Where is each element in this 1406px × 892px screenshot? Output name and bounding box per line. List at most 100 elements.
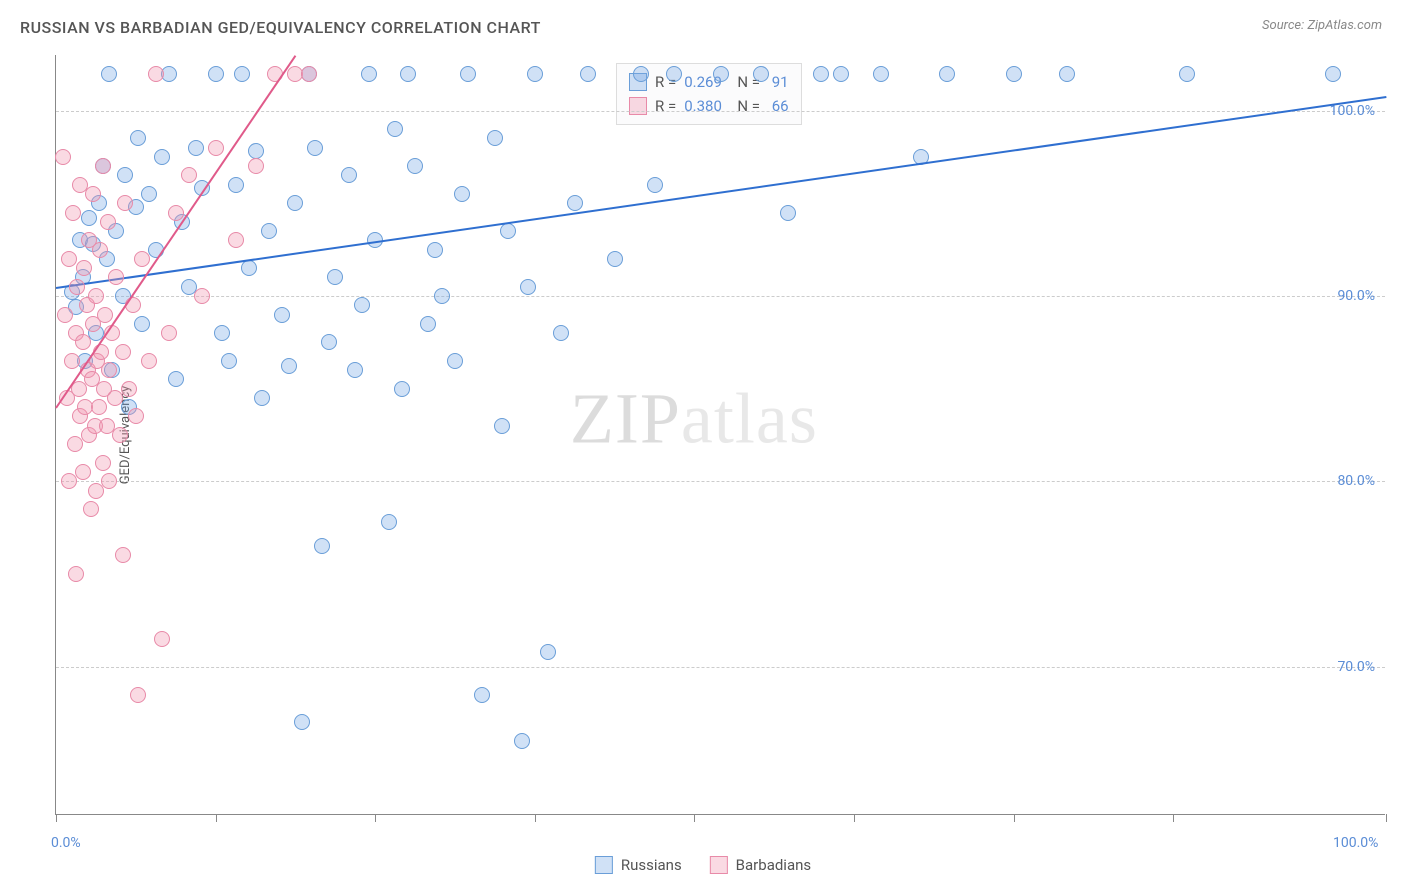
data-point bbox=[633, 66, 649, 82]
data-point bbox=[65, 205, 81, 221]
data-point bbox=[939, 66, 955, 82]
data-point bbox=[228, 232, 244, 248]
watermark-zip: ZIP bbox=[570, 379, 681, 459]
data-point bbox=[387, 121, 403, 137]
data-point bbox=[540, 644, 556, 660]
data-point bbox=[248, 158, 264, 174]
data-point bbox=[287, 195, 303, 211]
x-tick bbox=[1173, 814, 1174, 822]
data-point bbox=[234, 66, 250, 82]
data-point bbox=[420, 316, 436, 332]
source-attribution: Source: ZipAtlas.com bbox=[1262, 18, 1382, 33]
data-point bbox=[281, 358, 297, 374]
data-point bbox=[141, 353, 157, 369]
data-point bbox=[55, 149, 71, 165]
data-point bbox=[567, 195, 583, 211]
data-point bbox=[454, 186, 470, 202]
data-point bbox=[394, 381, 410, 397]
data-point bbox=[261, 223, 277, 239]
data-point bbox=[214, 325, 230, 341]
data-point bbox=[647, 177, 663, 193]
data-point bbox=[161, 325, 177, 341]
data-point bbox=[400, 66, 416, 82]
data-point bbox=[97, 307, 113, 323]
x-tick-label-right: 100.0% bbox=[1333, 835, 1378, 851]
data-point bbox=[241, 260, 257, 276]
data-point bbox=[57, 307, 73, 323]
data-point bbox=[460, 66, 476, 82]
x-tick bbox=[375, 814, 376, 822]
data-point bbox=[134, 316, 150, 332]
data-point bbox=[64, 353, 80, 369]
data-point bbox=[427, 242, 443, 258]
data-point bbox=[69, 279, 85, 295]
data-point bbox=[221, 353, 237, 369]
data-point bbox=[327, 269, 343, 285]
data-point bbox=[666, 66, 682, 82]
correlation-chart: RUSSIAN VS BARBADIAN GED/EQUIVALENCY COR… bbox=[0, 0, 1406, 892]
swatch-russians bbox=[595, 856, 613, 874]
n-value: 66 bbox=[768, 94, 789, 118]
data-point bbox=[181, 167, 197, 183]
data-point bbox=[873, 66, 889, 82]
data-point bbox=[1179, 66, 1195, 82]
data-point bbox=[447, 353, 463, 369]
data-point bbox=[91, 399, 107, 415]
x-tick bbox=[216, 814, 217, 822]
data-point bbox=[248, 143, 264, 159]
data-point bbox=[500, 223, 516, 239]
data-point bbox=[67, 436, 83, 452]
data-point bbox=[494, 418, 510, 434]
data-point bbox=[168, 205, 184, 221]
data-point bbox=[121, 381, 137, 397]
data-point bbox=[83, 501, 99, 517]
data-point bbox=[95, 158, 111, 174]
data-point bbox=[154, 149, 170, 165]
gridline bbox=[56, 481, 1385, 482]
data-point bbox=[128, 408, 144, 424]
gridline bbox=[56, 667, 1385, 668]
data-point bbox=[294, 714, 310, 730]
data-point bbox=[307, 140, 323, 156]
data-point bbox=[1325, 66, 1341, 82]
y-tick-label: 70.0% bbox=[1337, 659, 1375, 675]
source-prefix: Source: bbox=[1262, 18, 1307, 33]
legend-item-russians: Russians bbox=[595, 856, 682, 874]
chart-title: RUSSIAN VS BARBADIAN GED/EQUIVALENCY COR… bbox=[20, 18, 541, 37]
data-point bbox=[527, 66, 543, 82]
stats-legend-row: R = 0.380 N = 66 bbox=[629, 94, 789, 118]
data-point bbox=[580, 66, 596, 82]
x-tick bbox=[535, 814, 536, 822]
data-point bbox=[434, 288, 450, 304]
data-point bbox=[321, 334, 337, 350]
data-point bbox=[117, 195, 133, 211]
data-point bbox=[95, 455, 111, 471]
data-point bbox=[274, 307, 290, 323]
data-point bbox=[208, 140, 224, 156]
data-point bbox=[1006, 66, 1022, 82]
data-point bbox=[354, 297, 370, 313]
data-point bbox=[407, 158, 423, 174]
data-point bbox=[76, 260, 92, 276]
legend-item-barbadians: Barbadians bbox=[710, 856, 811, 874]
y-tick-label: 90.0% bbox=[1337, 288, 1375, 304]
data-point bbox=[341, 167, 357, 183]
data-point bbox=[148, 66, 164, 82]
n-value: 91 bbox=[768, 70, 789, 94]
gridline bbox=[56, 296, 1385, 297]
data-point bbox=[833, 66, 849, 82]
data-point bbox=[112, 427, 128, 443]
data-point bbox=[130, 687, 146, 703]
data-point bbox=[188, 140, 204, 156]
r-label: R = bbox=[655, 94, 676, 118]
data-point bbox=[101, 473, 117, 489]
data-point bbox=[607, 251, 623, 267]
source-link[interactable]: ZipAtlas.com bbox=[1307, 18, 1382, 33]
data-point bbox=[108, 269, 124, 285]
data-point bbox=[117, 167, 133, 183]
data-point bbox=[115, 547, 131, 563]
data-point bbox=[75, 464, 91, 480]
data-point bbox=[75, 334, 91, 350]
data-point bbox=[101, 362, 117, 378]
legend-label-russians: Russians bbox=[621, 856, 682, 874]
